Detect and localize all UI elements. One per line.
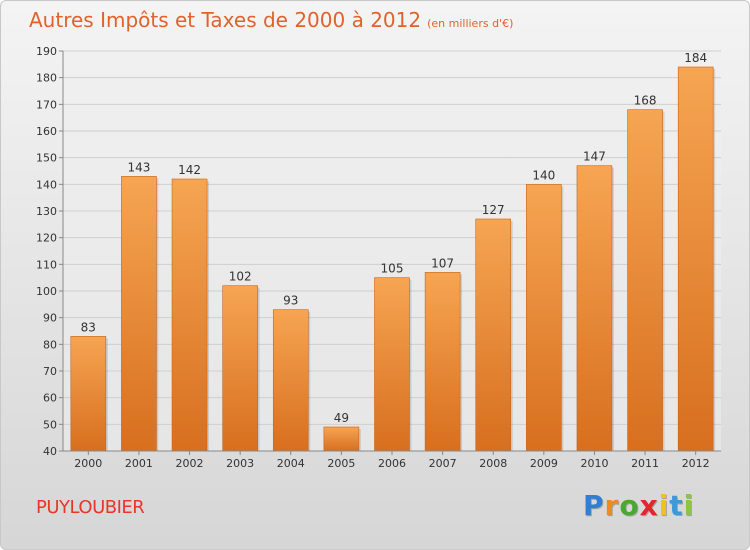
bar-series: 83 143 142 102 93 49 105 107 127 140 147 168 184 <box>70 51 716 452</box>
x-axis: 2000 2001 2002 2003 2004 2005 2006 2007 2008 2009… <box>63 450 721 470</box>
data-label: 49 <box>334 411 349 425</box>
y-tick-label: 70 <box>43 365 57 378</box>
x-tick-label: 2003 <box>226 457 254 470</box>
data-label: 168 <box>634 94 657 108</box>
data-label: 143 <box>127 160 150 174</box>
logo-letter: P <box>583 489 605 522</box>
data-label: 147 <box>583 150 606 164</box>
x-tick-label: 2007 <box>429 457 457 470</box>
data-label: 107 <box>431 256 454 270</box>
y-tick-label: 170 <box>36 98 57 111</box>
x-tick-label: 2009 <box>530 457 558 470</box>
x-tick-label: 2012 <box>682 457 710 470</box>
data-label: 93 <box>283 294 298 308</box>
bar <box>171 178 208 452</box>
y-tick-label: 190 <box>36 45 57 58</box>
bar <box>576 165 613 452</box>
bar <box>70 336 107 452</box>
logo-letter: i <box>658 489 670 522</box>
bar <box>222 285 258 452</box>
bar <box>272 309 309 452</box>
x-tick-label: 2010 <box>580 457 608 470</box>
y-tick-label: 140 <box>36 178 57 191</box>
logo-letter: x <box>639 489 659 522</box>
y-tick-label: 130 <box>36 205 57 218</box>
x-tick-label: 2011 <box>631 457 659 470</box>
x-tick-label: 2005 <box>327 457 355 470</box>
bar <box>677 66 714 452</box>
bar <box>121 176 157 452</box>
data-label: 83 <box>81 320 96 334</box>
commune-name: PUYLOUBIER <box>36 497 145 518</box>
y-tick-label: 50 <box>43 418 57 431</box>
bar <box>424 272 461 452</box>
bar <box>475 218 512 452</box>
logo-letter: r <box>604 489 620 522</box>
y-tick-label: 150 <box>36 152 57 165</box>
bar <box>323 426 360 452</box>
y-tick-label: 180 <box>36 72 57 85</box>
proxiti-logo[interactable]: Proxiti <box>583 489 694 522</box>
x-tick-label: 2000 <box>74 457 102 470</box>
x-tick-label: 2002 <box>176 457 204 470</box>
logo-letter: o <box>619 489 640 522</box>
bar <box>526 184 562 452</box>
logo-letter: i <box>683 489 695 522</box>
data-label: 102 <box>229 270 252 284</box>
y-tick-label: 90 <box>43 312 57 325</box>
x-tick-label: 2004 <box>277 457 305 470</box>
logo-letter: t <box>669 489 684 522</box>
y-axis: 40 50 60 70 80 90 100 110 120 130 140 150 160 170 180 1… <box>36 45 64 458</box>
y-tick-label: 40 <box>43 445 57 458</box>
y-tick-label: 110 <box>36 258 57 271</box>
data-label: 105 <box>381 262 404 276</box>
x-tick-label: 2001 <box>125 457 153 470</box>
x-tick-label: 2006 <box>378 457 406 470</box>
bar <box>627 109 663 452</box>
y-tick-label: 80 <box>43 338 57 351</box>
bar <box>374 277 410 452</box>
y-tick-label: 100 <box>36 285 57 298</box>
y-tick-label: 60 <box>43 392 57 405</box>
data-label: 142 <box>178 163 201 177</box>
title-text: Autres Impôts et Taxes de 2000 à 2012 <box>29 8 422 32</box>
data-label: 184 <box>684 51 707 65</box>
x-tick-label: 2008 <box>479 457 507 470</box>
y-tick-label: 120 <box>36 232 57 245</box>
chart-subtitle: (en milliers d'€) <box>427 17 514 30</box>
y-tick-label: 160 <box>36 125 57 138</box>
chart-title: Autres Impôts et Taxes de 2000 à 2012 (en… <box>29 8 513 32</box>
data-label: 127 <box>482 203 505 217</box>
data-label: 140 <box>532 168 555 182</box>
